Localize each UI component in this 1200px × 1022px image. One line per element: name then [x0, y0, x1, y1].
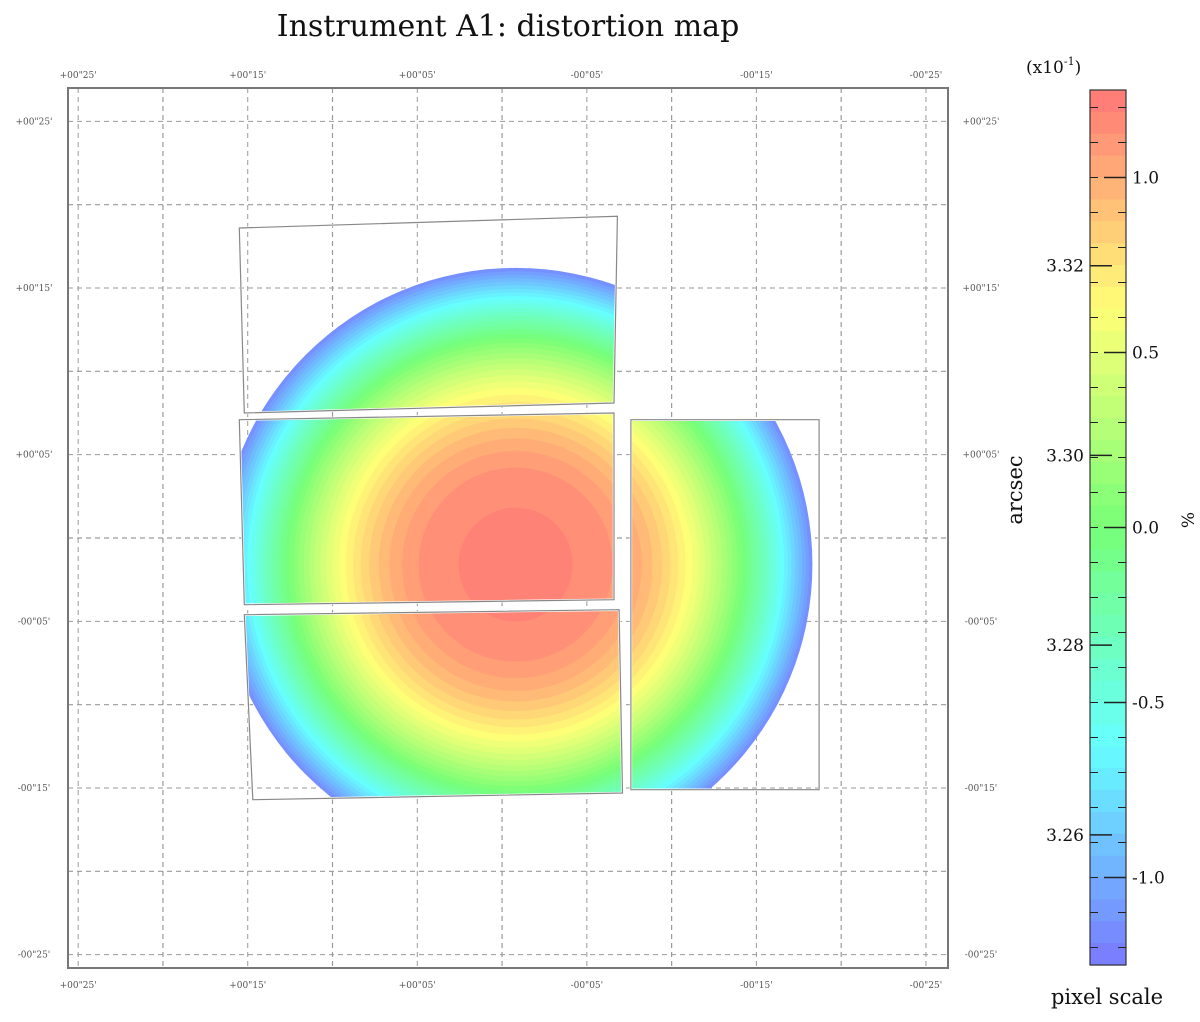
y-tick-label: -00"05' — [18, 617, 51, 627]
colorbar-segment — [1090, 155, 1126, 179]
colorbar-segment — [1090, 352, 1126, 375]
x-tick-label: -00"15' — [740, 981, 773, 991]
colorbar-segment — [1090, 702, 1126, 725]
y-tick-label: -00"15' — [18, 784, 51, 794]
colorbar-segment — [1090, 330, 1126, 354]
colorbar-segment — [1090, 571, 1126, 594]
colorbar-segment — [1090, 811, 1126, 835]
colorbar-segment — [1090, 111, 1126, 135]
colorbar-left-tick-label: 3.30 — [1046, 446, 1084, 466]
colorbar-segment — [1090, 746, 1126, 769]
colorbar-segment — [1090, 461, 1126, 485]
colorbar-segment — [1090, 396, 1126, 419]
chip-distortion-bands — [239, 413, 615, 605]
x-tick-label: -00"25' — [910, 71, 943, 81]
colorbar-segment — [1090, 636, 1126, 660]
colorbar-segment — [1090, 221, 1126, 244]
colorbar-right-label: % — [1179, 512, 1199, 528]
chart-title: Instrument A1: distortion map — [277, 9, 740, 44]
contour-band — [458, 507, 573, 605]
colorbar-segment — [1090, 768, 1126, 791]
colorbar-left-tick-label: 3.32 — [1046, 257, 1084, 277]
colorbar-segment — [1090, 615, 1126, 638]
colorbar-segment — [1090, 658, 1126, 682]
colorbar-segment — [1090, 418, 1126, 441]
colorbar-segment — [1090, 855, 1126, 879]
colorbar-exponent: (x10-1) — [1026, 55, 1081, 78]
colorbar-segment — [1090, 943, 1126, 966]
y-tick-label-right: -00"25' — [965, 951, 998, 961]
colorbar-segment — [1090, 877, 1126, 900]
x-tick-label: +00"25' — [60, 981, 97, 991]
colorbar-exponent-base: (x10 — [1026, 58, 1064, 78]
colorbar: 1.0 0.5 0.0 -0.5 -1.0 3.32 3.30 3.28 3.26 — [1046, 89, 1165, 966]
colorbar-segment — [1090, 833, 1126, 857]
colorbar-right-tick-label: -0.5 — [1132, 694, 1165, 714]
colorbar-segment — [1090, 505, 1126, 529]
colorbar-left-tick-label: 3.28 — [1046, 636, 1084, 656]
x-tick-label: -00"25' — [910, 981, 943, 991]
y-tick-labels: +00"25' +00"25' +00"15' +00"15' +00"05' +00"0… — [15, 117, 999, 960]
colorbar-segment — [1090, 680, 1126, 704]
colorbar-segment — [1090, 265, 1126, 288]
colorbar-segment — [1090, 308, 1126, 332]
contour-band — [418, 609, 613, 662]
colorbar-label: pixel scale — [1051, 985, 1163, 1009]
x-tick-label: -00"05' — [571, 981, 604, 991]
x-tick-label: +00"15' — [229, 981, 266, 991]
colorbar-segment — [1090, 374, 1126, 397]
colorbar-segment — [1090, 921, 1126, 944]
colorbar-right-tick-label: -1.0 — [1132, 869, 1165, 889]
y-tick-label-right: -00"05' — [965, 617, 998, 627]
colorbar-segment — [1090, 286, 1126, 310]
x-tick-label: -00"15' — [740, 71, 773, 81]
colorbar-exponent-close: ) — [1075, 58, 1082, 78]
x-tick-label: +00"15' — [229, 71, 266, 81]
colorbar-left-tick-label: 3.26 — [1046, 826, 1084, 846]
y-axis-label: arcsec — [1003, 455, 1027, 524]
plot-frame — [67, 87, 949, 969]
colorbar-segment — [1090, 593, 1126, 616]
distortion-map — [238, 215, 821, 801]
y-tick-label: +00"15' — [15, 284, 52, 294]
x-tick-label: -00"05' — [571, 71, 604, 81]
colorbar-segment — [1090, 90, 1126, 113]
colorbar-segment — [1090, 177, 1126, 200]
y-tick-label: -00"25' — [18, 951, 51, 961]
colorbar-exponent-power: -1 — [1064, 55, 1075, 68]
colorbar-segment — [1090, 133, 1126, 157]
colorbar-segment — [1090, 549, 1126, 572]
y-tick-label: +00"05' — [15, 451, 52, 461]
x-tick-label: +00"05' — [399, 981, 436, 991]
colorbar-segment — [1090, 724, 1126, 747]
colorbar-segment — [1090, 199, 1126, 222]
x-tick-labels: +00"25' +00"25' +00"15' +00"15' +00"05' +00"0… — [60, 71, 943, 991]
x-tick-label: +00"05' — [399, 71, 436, 81]
colorbar-segment — [1090, 440, 1126, 463]
colorbar-segment — [1090, 790, 1126, 813]
grid-lines — [68, 88, 948, 968]
colorbar-right-tick-label: 1.0 — [1132, 169, 1159, 189]
colorbar-segment — [1090, 243, 1126, 266]
chip-outline — [238, 215, 619, 414]
x-tick-label: +00"25' — [60, 71, 97, 81]
y-tick-label-right: -00"15' — [965, 784, 998, 794]
chip-outline — [630, 419, 820, 791]
chip-distortion-bands — [244, 609, 623, 800]
colorbar-segment — [1090, 483, 1126, 507]
chip-outline — [243, 609, 624, 801]
y-tick-label: +00"25' — [15, 117, 52, 127]
colorbar-segment — [1090, 899, 1126, 922]
chip-outline — [238, 412, 615, 606]
colorbar-right-tick-label: 0.0 — [1132, 519, 1159, 539]
y-tick-label-right: +00"25' — [962, 117, 999, 127]
colorbar-segment — [1090, 527, 1126, 550]
y-tick-label-right: +00"05' — [962, 451, 999, 461]
colorbar-right-tick-label: 0.5 — [1132, 344, 1159, 364]
y-tick-label-right: +00"15' — [962, 284, 999, 294]
